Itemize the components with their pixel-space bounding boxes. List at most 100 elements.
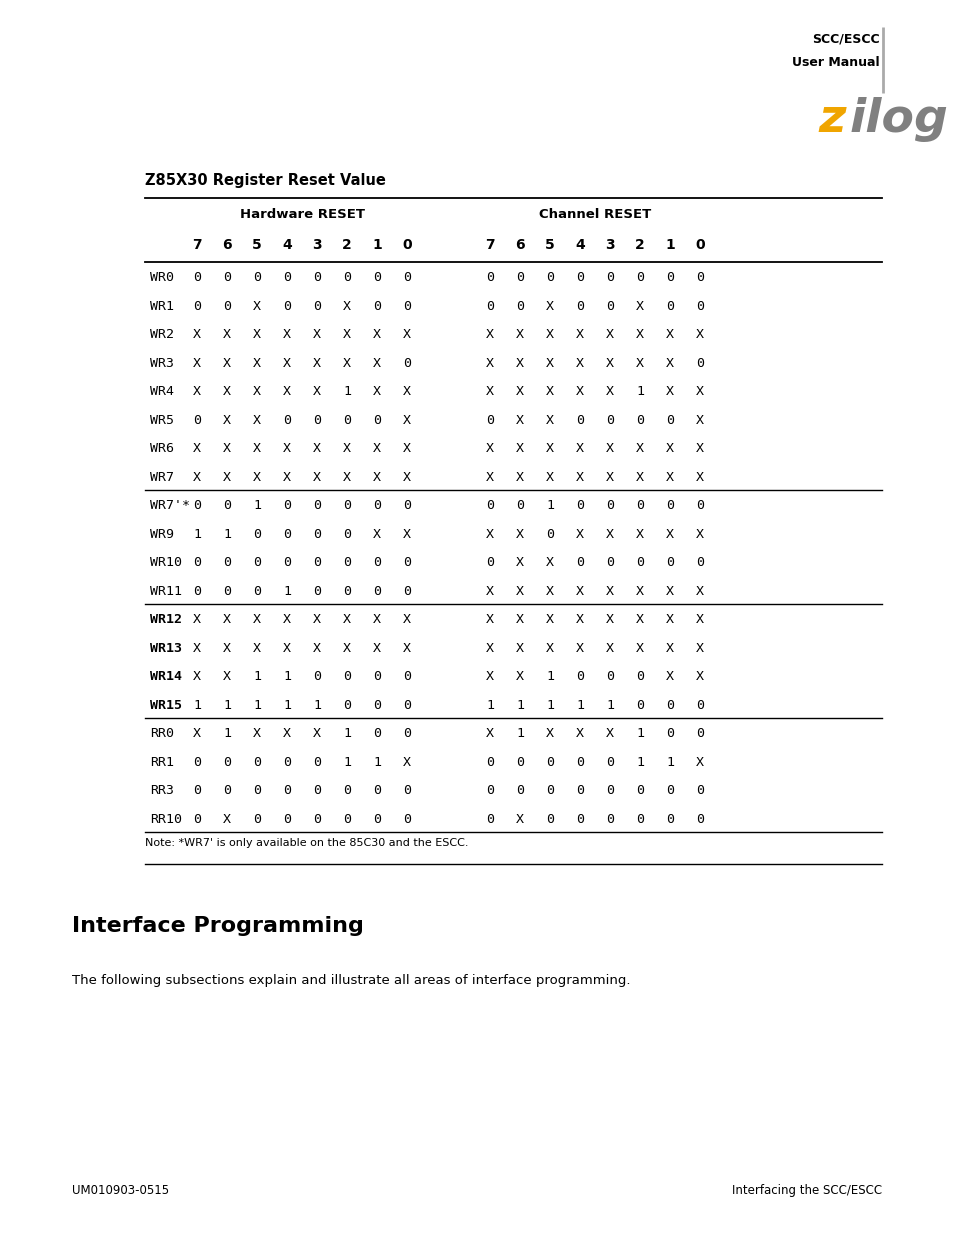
Text: X: X [193,671,201,683]
Text: X: X [193,329,201,341]
Text: X: X [545,414,554,426]
Text: 0: 0 [373,414,380,426]
Text: X: X [223,357,231,369]
Text: WR15: WR15 [150,699,182,711]
Text: X: X [636,527,643,541]
Text: 0: 0 [696,272,703,284]
Text: 0: 0 [313,414,320,426]
Text: X: X [545,300,554,312]
Text: WR6: WR6 [150,442,173,456]
Text: X: X [223,385,231,398]
Text: 0: 0 [193,414,201,426]
Text: X: X [485,727,494,740]
Text: 0: 0 [665,300,673,312]
Text: X: X [516,671,523,683]
Text: 0: 0 [283,527,291,541]
Text: 0: 0 [485,813,494,826]
Text: 0: 0 [576,414,583,426]
Text: X: X [545,584,554,598]
Text: 0: 0 [253,813,261,826]
Text: 0: 0 [193,584,201,598]
Text: 0: 0 [665,272,673,284]
Text: SCC/ESCC: SCC/ESCC [812,33,879,46]
Text: WR10: WR10 [150,556,182,569]
Text: 0: 0 [576,671,583,683]
Text: 0: 0 [516,272,523,284]
Text: 1: 1 [223,527,231,541]
Text: X: X [665,584,673,598]
Text: X: X [373,613,380,626]
Text: UM010903-0515: UM010903-0515 [71,1184,169,1197]
Text: X: X [516,442,523,456]
Text: 0: 0 [193,300,201,312]
Text: 0: 0 [402,272,411,284]
Text: WR12: WR12 [150,613,182,626]
Text: 0: 0 [223,584,231,598]
Text: X: X [485,385,494,398]
Text: 0: 0 [343,499,351,513]
Text: X: X [576,584,583,598]
Text: 1: 1 [253,499,261,513]
Text: 0: 0 [696,556,703,569]
Text: 0: 0 [576,499,583,513]
Text: X: X [696,527,703,541]
Text: 1: 1 [283,584,291,598]
Text: 1: 1 [576,699,583,711]
Text: WR11: WR11 [150,584,182,598]
Text: 0: 0 [696,499,703,513]
Text: 0: 0 [665,813,673,826]
Text: 0: 0 [605,756,614,768]
Text: 0: 0 [373,727,380,740]
Text: X: X [343,329,351,341]
Text: 0: 0 [605,671,614,683]
Text: 0: 0 [343,556,351,569]
Text: X: X [485,613,494,626]
Text: 0: 0 [636,499,643,513]
Text: 0: 0 [545,527,554,541]
Text: 0: 0 [576,272,583,284]
Text: 0: 0 [343,527,351,541]
Text: X: X [516,642,523,655]
Text: 0: 0 [223,784,231,797]
Text: X: X [576,613,583,626]
Text: X: X [223,442,231,456]
Text: 0: 0 [283,784,291,797]
Text: 0: 0 [636,699,643,711]
Text: X: X [223,329,231,341]
Text: 0: 0 [223,300,231,312]
Text: 0: 0 [343,584,351,598]
Text: WR7'*: WR7'* [150,499,190,513]
Text: X: X [605,727,614,740]
Text: RR10: RR10 [150,813,182,826]
Text: 0: 0 [253,584,261,598]
Text: X: X [605,642,614,655]
Text: X: X [665,642,673,655]
Text: 1: 1 [665,756,673,768]
Text: X: X [665,385,673,398]
Text: 0: 0 [636,272,643,284]
Text: X: X [636,357,643,369]
Text: WR4: WR4 [150,385,173,398]
Text: 0: 0 [695,238,704,252]
Text: 1: 1 [283,699,291,711]
Text: 0: 0 [605,556,614,569]
Text: 0: 0 [516,784,523,797]
Text: 1: 1 [373,756,380,768]
Text: X: X [343,357,351,369]
Text: 0: 0 [402,813,411,826]
Text: X: X [253,357,261,369]
Text: 0: 0 [313,671,320,683]
Text: 6: 6 [222,238,232,252]
Text: X: X [576,527,583,541]
Text: 0: 0 [283,756,291,768]
Text: X: X [193,471,201,484]
Text: 0: 0 [313,527,320,541]
Text: X: X [253,329,261,341]
Text: 0: 0 [636,671,643,683]
Text: X: X [696,642,703,655]
Text: 0: 0 [283,272,291,284]
Text: 0: 0 [402,727,411,740]
Text: X: X [485,442,494,456]
Text: 0: 0 [402,357,411,369]
Text: X: X [605,357,614,369]
